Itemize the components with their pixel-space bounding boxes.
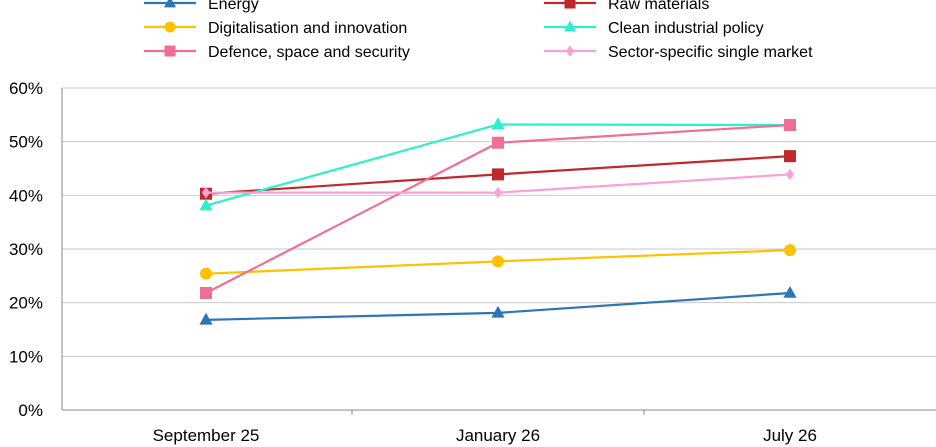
legend: Energy Raw materials Digitalisation and in… <box>144 0 813 61</box>
gridlines <box>61 87 936 411</box>
y-tick-label: 50% <box>9 133 43 152</box>
legend-item-raw-materials: Raw materials <box>544 0 709 13</box>
legend-label: Digitalisation and innovation <box>208 20 407 37</box>
x-tick-label: January 26 <box>456 426 540 445</box>
legend-label: Raw materials <box>608 0 709 13</box>
legend-marker <box>164 21 176 33</box>
data-point-digitalisation-and-innovation <box>784 244 796 257</box>
y-tick-label: 20% <box>9 294 43 313</box>
y-tick-label: 0% <box>18 401 43 420</box>
data-point-sector-specific-single-market <box>201 186 211 199</box>
legend-item-digitalisation-and-innovation: Digitalisation and innovation <box>144 20 407 37</box>
data-point-raw-materials <box>784 150 796 163</box>
legend-label: Energy <box>208 0 259 13</box>
data-point-digitalisation-and-innovation <box>492 255 504 268</box>
data-point-clean-industrial-policy <box>199 198 213 211</box>
legend-label: Sector-specific single market <box>608 44 813 61</box>
x-axis: September 25 January 26 July 26 <box>153 410 817 445</box>
legend-item-energy: Energy <box>144 0 259 13</box>
data-point-energy <box>491 305 505 318</box>
data-point-defence-space-and-security <box>492 136 504 149</box>
series-digitalisation-and-innovation <box>200 244 796 280</box>
data-point-sector-specific-single-market <box>493 186 503 199</box>
series-sector-specific-single-market <box>201 168 795 199</box>
series-energy <box>199 285 797 325</box>
legend-item-sector-specific-single-market: Sector-specific single market <box>544 44 813 61</box>
legend-marker <box>163 0 177 8</box>
y-tick-label: 60% <box>9 79 43 98</box>
series-raw-materials <box>200 150 796 200</box>
legend-item-defence-space-and-security: Defence, space and security <box>144 44 410 61</box>
data-point-raw-materials <box>492 168 504 181</box>
y-tick-label: 30% <box>9 240 43 259</box>
series-line-defence-space-and-security <box>205 123 791 294</box>
legend-marker <box>565 45 575 57</box>
data-point-digitalisation-and-innovation <box>200 267 212 280</box>
legend-marker <box>564 0 576 9</box>
legend-marker <box>563 20 577 32</box>
legend-item-clean-industrial-policy: Clean industrial policy <box>544 20 764 37</box>
y-axis-ticks: 0% 10% 20% 30% 40% 50% 60% <box>9 79 43 420</box>
y-tick-label: 40% <box>9 186 43 205</box>
data-point-defence-space-and-security <box>200 287 212 300</box>
x-tick-label: September 25 <box>153 426 260 445</box>
x-tick-label: July 26 <box>763 426 817 445</box>
data-point-energy <box>199 312 213 325</box>
legend-marker <box>164 45 176 57</box>
data-point-sector-specific-single-market <box>785 168 795 181</box>
series-lines <box>199 117 797 325</box>
legend-label: Defence, space and security <box>208 44 410 61</box>
data-point-energy <box>783 285 797 298</box>
legend-label: Clean industrial policy <box>608 20 764 37</box>
y-tick-label: 10% <box>9 347 43 366</box>
data-point-clean-industrial-policy <box>491 117 505 130</box>
data-point-defence-space-and-security <box>784 119 796 132</box>
series-defence-space-and-security <box>200 119 796 300</box>
